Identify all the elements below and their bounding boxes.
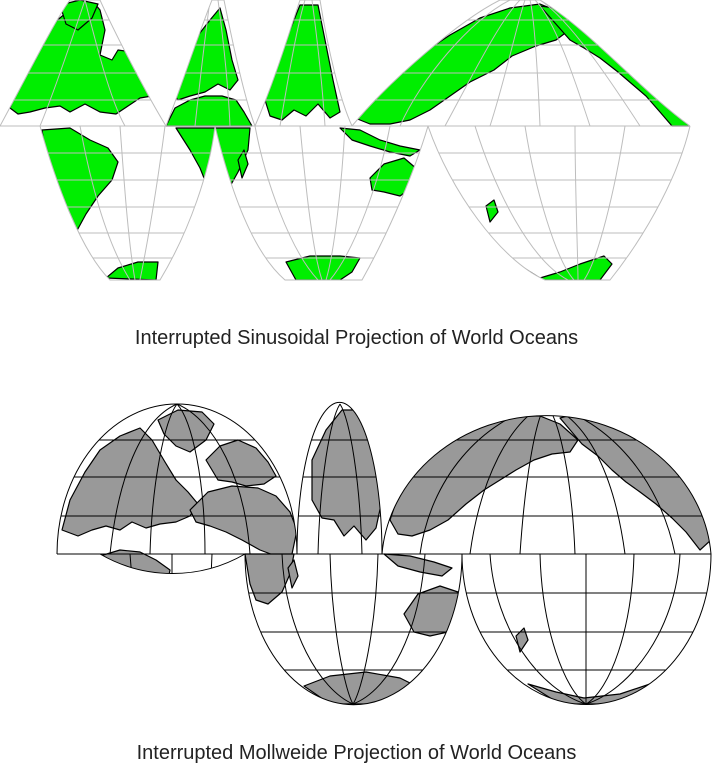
- land-indonesia: [383, 553, 453, 577]
- mollweide-caption: Interrupted Mollweide Projection of Worl…: [136, 742, 577, 764]
- mollweide-map-svg: [56, 401, 712, 706]
- land-africa: [189, 485, 298, 557]
- sinusoidal-caption: Interrupted Sinusoidal Projection of Wor…: [134, 327, 579, 349]
- land-antarctica-indian: [285, 255, 361, 280]
- mollweide-map: [0, 400, 713, 720]
- land-greenland: [157, 409, 215, 453]
- land-east-asia: [389, 415, 579, 537]
- land-antarctica-pacific: [507, 255, 613, 280]
- land-antarctica-atlantic: [139, 683, 211, 705]
- land-asia: [311, 409, 383, 541]
- land-indonesia: [339, 127, 421, 157]
- land-africa-south: [244, 553, 295, 605]
- sinusoidal-map-svg: [0, 0, 691, 281]
- sinusoidal-graticule: [0, 0, 690, 280]
- land-south-america: [99, 549, 171, 663]
- land-south-america: [41, 127, 119, 259]
- land-europe: [205, 439, 277, 487]
- mollweide-land: [61, 409, 711, 705]
- land-madagascar: [287, 559, 299, 589]
- sinusoidal-land: [9, 0, 690, 280]
- land-north-america-pacific: [559, 409, 711, 551]
- land-asia: [264, 4, 341, 121]
- sinusoidal-outline: [0, 0, 691, 281]
- land-new-zealand: [485, 199, 499, 223]
- land-antarctica-west: [105, 261, 159, 280]
- land-africa-north: [165, 95, 253, 127]
- sinusoidal-map: [0, 0, 713, 300]
- mollweide-outline: [56, 401, 712, 706]
- land-greenland: [59, 0, 99, 31]
